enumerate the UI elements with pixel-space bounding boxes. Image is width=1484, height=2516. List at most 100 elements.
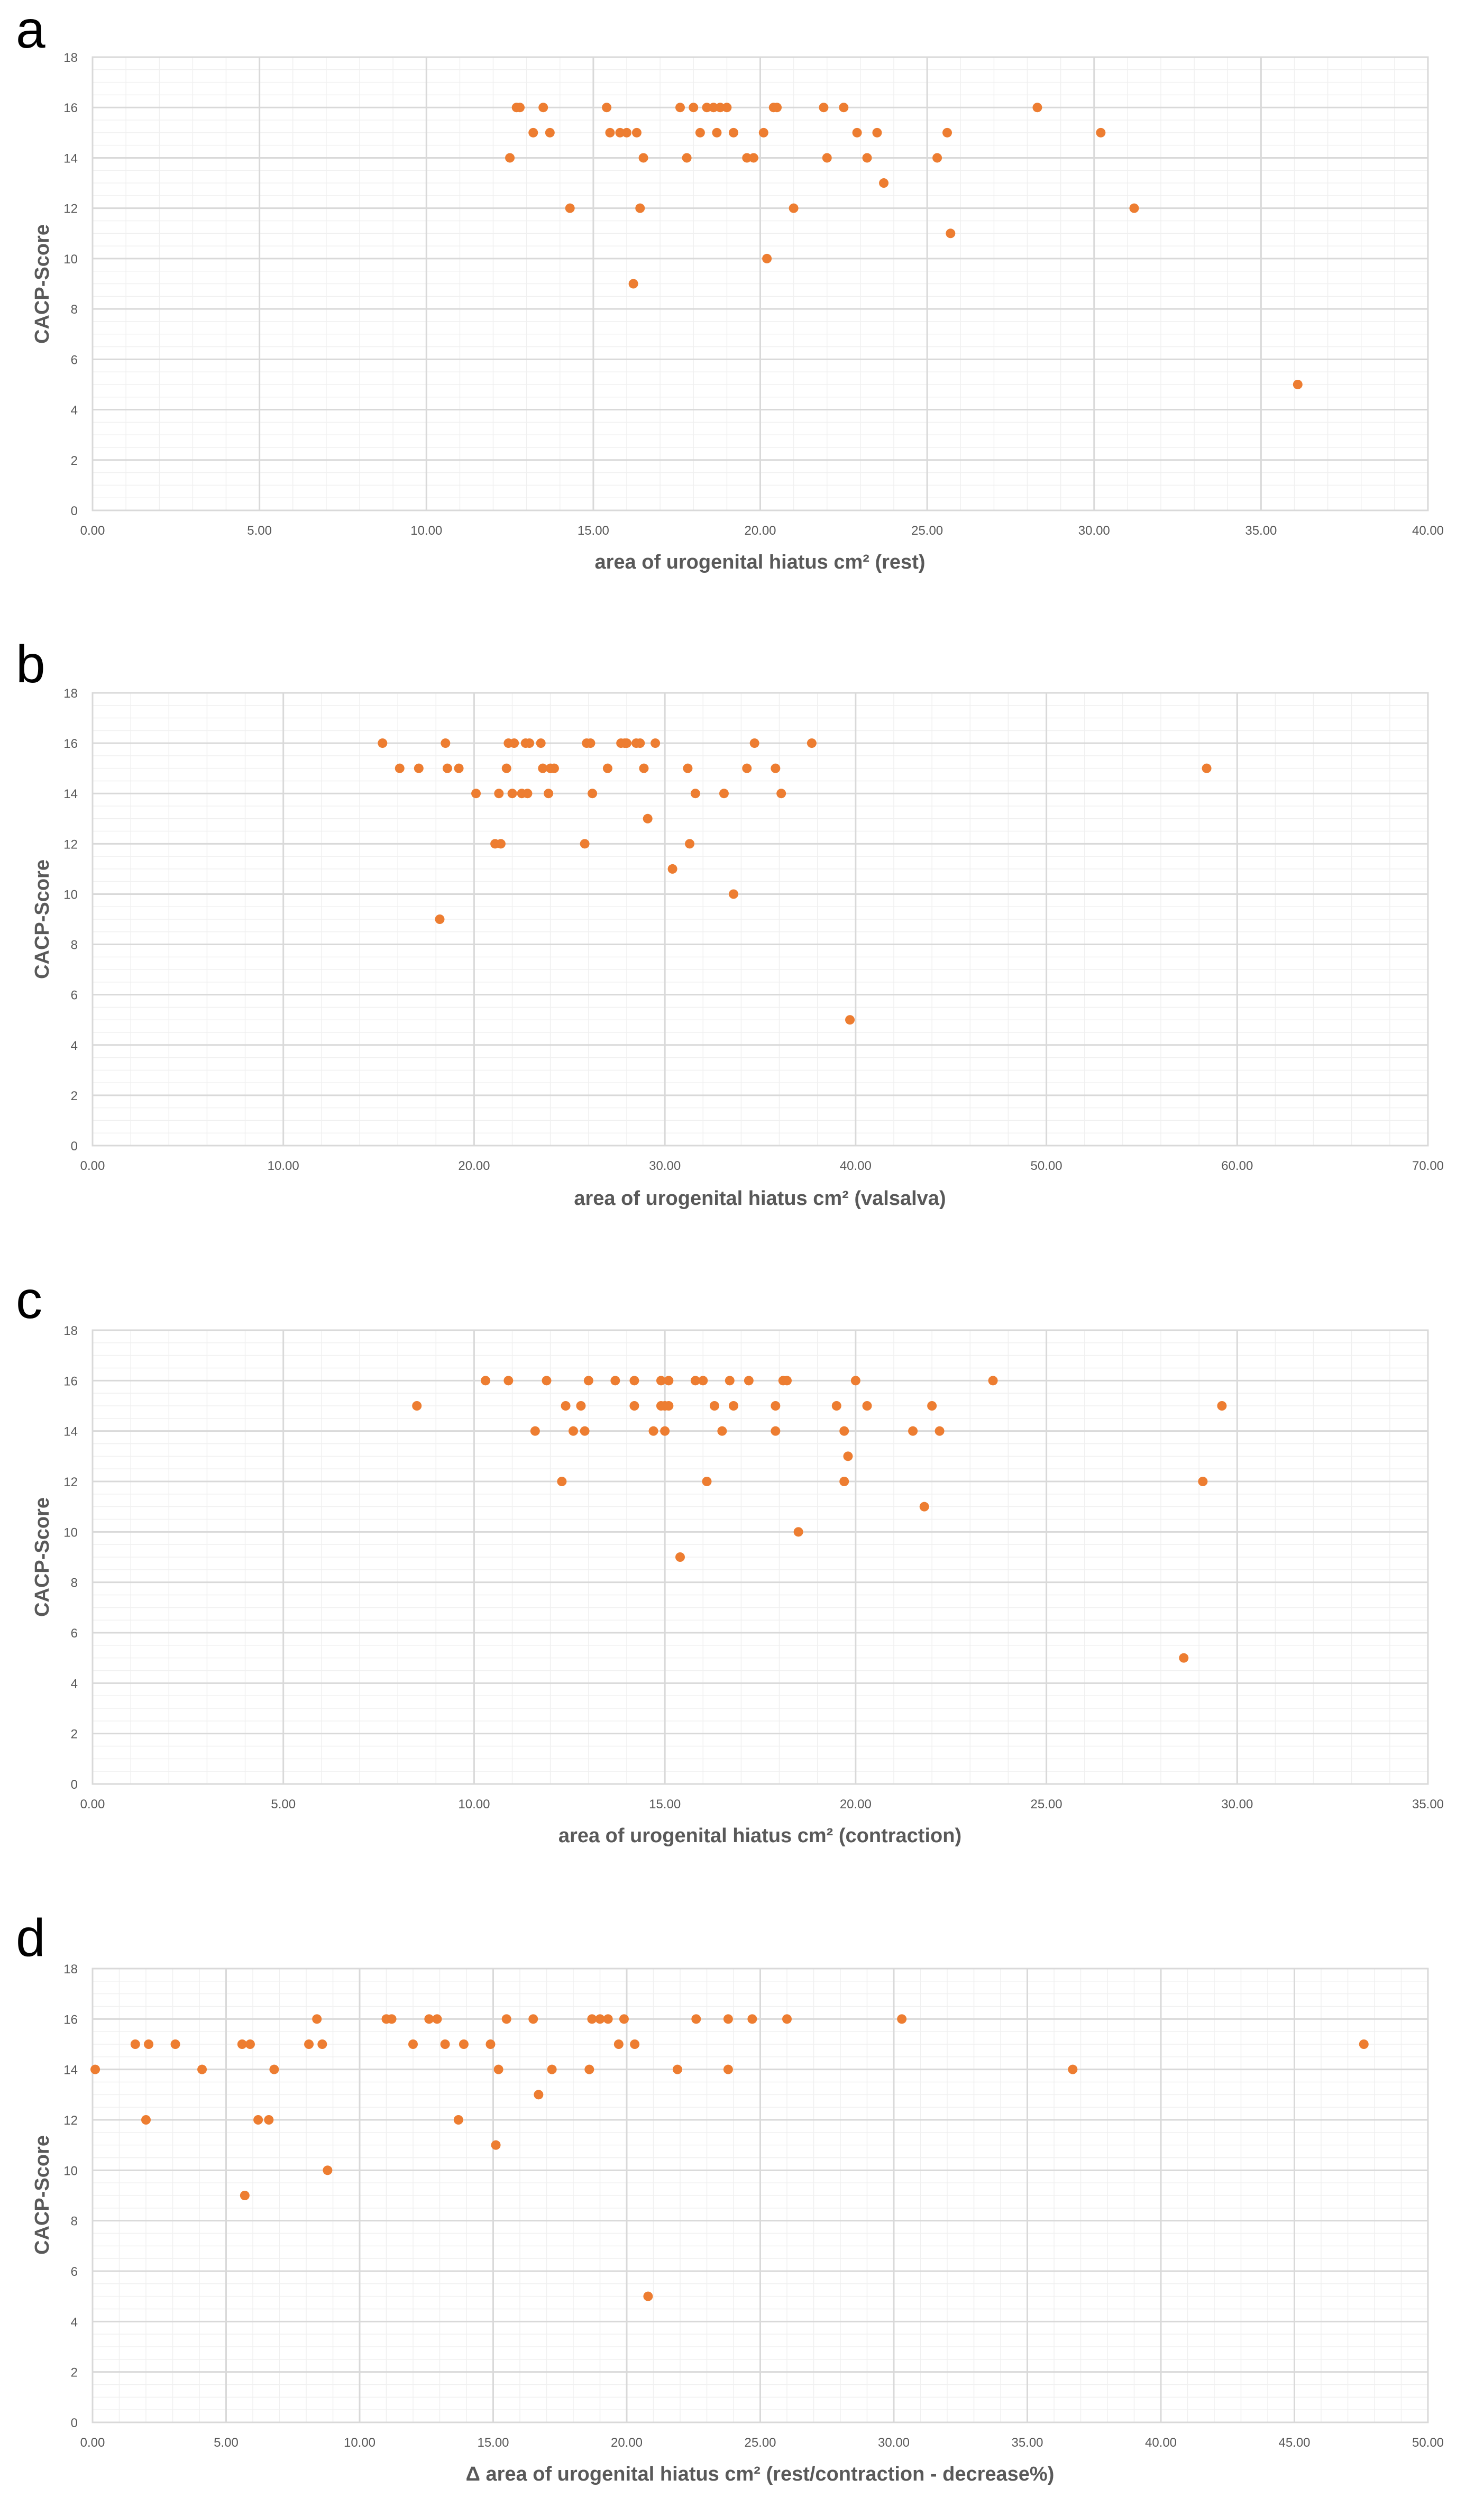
y-tick-label-b: 4 (71, 1039, 78, 1053)
data-point-b (471, 789, 481, 799)
data-point-b (742, 763, 752, 773)
panel-label-b: b (16, 635, 45, 694)
x-tick-label-d: 15.00 (477, 2436, 509, 2450)
data-point-b (685, 839, 695, 849)
x-axis-title-a: area of urogenital hiatus cm² (rest) (594, 551, 925, 573)
plot-frame-a (91, 56, 1429, 511)
data-point-c (557, 1477, 567, 1486)
data-point-d (253, 2115, 263, 2125)
data-point-d (90, 2064, 100, 2074)
y-tick-labels-c: 0 2 4 6 8 10 12 14 16 18 (63, 1324, 78, 1792)
x-tick-label-a: 30.00 (1078, 524, 1110, 538)
data-point-a (942, 127, 952, 138)
data-point-b (602, 763, 612, 773)
data-point-c (664, 1401, 674, 1411)
panel-c: c 0.00 5.00 10.00 15.00 20.00 25.00 30.00 35.00… (16, 1270, 1444, 1847)
data-point-a (1293, 379, 1303, 389)
x-tick-label-a: 0.00 (80, 524, 105, 538)
y-tick-label-a: 2 (71, 454, 78, 468)
data-point-c (717, 1426, 727, 1436)
x-tick-label-a: 35.00 (1245, 524, 1277, 538)
x-tick-label-a: 10.00 (410, 524, 442, 538)
data-point-a (932, 153, 942, 163)
data-point-c (771, 1401, 781, 1411)
data-points-b (378, 738, 1212, 1025)
data-point-a (631, 127, 642, 138)
x-tick-label-d: 5.00 (214, 2436, 239, 2450)
panel-label-a: a (16, 0, 45, 59)
data-point-d (312, 2014, 322, 2024)
data-point-c (481, 1376, 491, 1386)
data-point-b (771, 763, 781, 773)
x-tick-label-c: 25.00 (1031, 1797, 1062, 1811)
data-point-d (723, 2014, 733, 2024)
data-point-c (698, 1376, 708, 1386)
data-point-d (672, 2064, 682, 2074)
data-point-c (782, 1376, 792, 1386)
panel-label-d: d (16, 1908, 45, 1968)
data-point-a (695, 127, 705, 138)
y-tick-label-c: 6 (71, 1626, 78, 1641)
y-tick-label-a: 8 (71, 303, 78, 317)
data-point-c (839, 1477, 849, 1486)
panel-a: a 0.00 5.00 10.00 15.00 20.00 25.00 30.00 35.00… (16, 0, 1444, 573)
x-tick-label-d: 30.00 (878, 2436, 910, 2450)
data-point-c (988, 1376, 998, 1386)
data-point-d (630, 2039, 640, 2049)
data-point-d (408, 2039, 418, 2049)
y-tick-labels-a: 0 2 4 6 8 10 12 14 16 18 (63, 51, 78, 518)
data-point-a (528, 127, 538, 138)
data-point-b (719, 789, 729, 799)
data-point-a (822, 153, 832, 163)
data-point-d (485, 2039, 496, 2049)
data-point-d (130, 2039, 140, 2049)
data-point-b (414, 763, 424, 773)
data-point-a (675, 103, 685, 113)
data-point-b (622, 738, 631, 748)
data-point-a (722, 103, 732, 113)
data-point-d (197, 2064, 207, 2074)
x-tick-label-b: 0.00 (80, 1159, 105, 1173)
data-point-c (709, 1401, 719, 1411)
data-point-b (435, 914, 445, 924)
data-point-a (602, 103, 612, 113)
data-point-d (240, 2191, 250, 2200)
panel-b: b 0.00 10.00 20.00 30.00 40.00 50.00 60.00 70.0… (16, 635, 1444, 1210)
y-tick-label-a: 6 (71, 353, 78, 367)
grid-a (91, 56, 1429, 511)
x-tick-labels-c: 0.00 5.00 10.00 15.00 20.00 25.00 30.00 35.00 (80, 1797, 1444, 1811)
data-point-b (544, 789, 554, 799)
data-point-c (576, 1401, 586, 1411)
data-point-c (503, 1376, 514, 1386)
data-point-b (509, 738, 519, 748)
data-point-d (619, 2014, 629, 2024)
y-tick-label-c: 8 (71, 1576, 78, 1590)
data-points-c (412, 1376, 1227, 1663)
data-point-c (729, 1401, 738, 1411)
data-point-c (702, 1477, 712, 1486)
data-point-d (587, 2014, 597, 2024)
x-tick-label-a: 40.00 (1412, 524, 1444, 538)
y-tick-label-b: 2 (71, 1089, 78, 1103)
data-point-d (424, 2014, 434, 2024)
data-point-d (141, 2115, 151, 2125)
plot-frame-b (91, 692, 1429, 1147)
data-point-c (839, 1426, 849, 1436)
data-point-d (897, 2014, 907, 2024)
x-tick-label-b: 70.00 (1412, 1159, 1444, 1173)
data-point-d (534, 2090, 544, 2100)
data-point-b (585, 738, 596, 748)
x-tick-label-d: 45.00 (1278, 2436, 1310, 2450)
y-tick-label-d: 4 (71, 2315, 78, 2329)
y-tick-label-b: 12 (63, 837, 78, 852)
data-point-d (613, 2039, 624, 2049)
data-point-a (689, 103, 699, 113)
data-point-c (850, 1376, 860, 1386)
data-point-b (441, 738, 451, 748)
data-point-a (729, 127, 738, 138)
y-tick-label-b: 0 (71, 1139, 78, 1154)
data-point-d (747, 2014, 757, 2024)
data-point-a (748, 153, 758, 163)
data-point-c (919, 1502, 929, 1512)
